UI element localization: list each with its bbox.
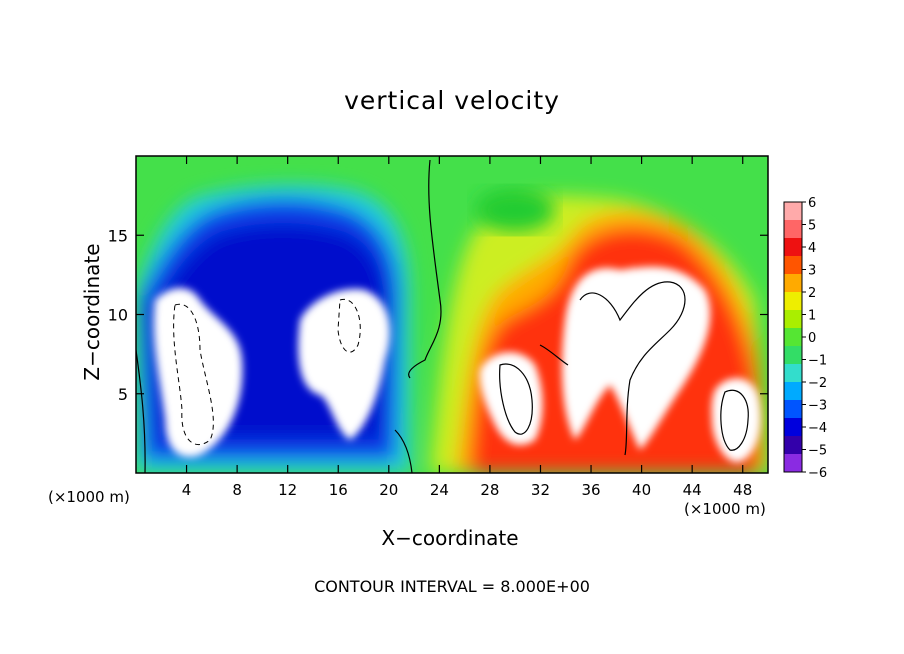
x-tick-label: 12 (278, 481, 297, 499)
colorbar-segment (784, 454, 802, 473)
colorbar-label: 3 (808, 264, 816, 279)
colorbar-segment (784, 418, 802, 437)
colorbar: 6 5 4 3 2 1 0 −1 −2 −3 −4 −5 −6 (783, 196, 827, 481)
x-tick-label: 40 (632, 481, 651, 499)
x-tick-label: 48 (733, 481, 752, 499)
colorbar-label: 4 (808, 241, 816, 256)
y-tick-label: 15 (108, 226, 128, 245)
colorbar-label: −4 (808, 421, 827, 436)
x-tick-label: 44 (683, 481, 702, 499)
colorbar-label: 1 (808, 309, 816, 324)
heatmap-field (136, 156, 768, 473)
colorbar-label: 0 (808, 331, 816, 346)
colorbar-label: 2 (808, 286, 816, 301)
x-axis-ticks: 4 8 12 16 20 24 28 32 36 40 44 48 (182, 156, 752, 499)
colorbar-segment (784, 346, 802, 365)
colorbar-segment (784, 400, 802, 419)
colorbar-segment (784, 238, 802, 257)
colorbar-segment (784, 436, 802, 455)
colorbar-label: −1 (808, 354, 827, 369)
colorbar-segment (784, 274, 802, 293)
x-tick-label: 16 (329, 481, 348, 499)
colorbar-label: 6 (808, 196, 816, 211)
colorbar-label: 5 (808, 219, 816, 234)
x-tick-label: 32 (531, 481, 550, 499)
colorbar-label: −3 (808, 399, 827, 414)
colorbar-segment (784, 256, 802, 275)
x-unit-label-left: (×1000 m) (48, 488, 130, 506)
colorbar-segment (784, 310, 802, 329)
contour-interval-note: CONTOUR INTERVAL = 8.000E+00 (314, 577, 590, 596)
colorbar-segment (784, 382, 802, 401)
x-tick-label: 20 (379, 481, 398, 499)
colorbar-segment (784, 364, 802, 383)
y-axis-label: Z−coordinate (80, 243, 104, 381)
x-unit-label-right: (×1000 m) (684, 500, 766, 518)
x-tick-label: 24 (430, 481, 449, 499)
y-axis-ticks: 5 10 15 (108, 226, 768, 404)
x-tick-label: 36 (581, 481, 600, 499)
colorbar-segment (784, 292, 802, 311)
colorbar-segment (784, 202, 802, 221)
x-tick-label: 8 (232, 481, 242, 499)
colorbar-label: −6 (808, 466, 827, 481)
colorbar-label: −5 (808, 444, 827, 459)
colorbar-segment (784, 220, 802, 239)
colorbar-label: −2 (808, 376, 827, 391)
x-tick-label: 4 (182, 481, 192, 499)
x-axis-label: X−coordinate (381, 526, 519, 550)
chart-title: vertical velocity (344, 86, 560, 115)
y-tick-label: 10 (108, 306, 128, 325)
y-tick-label: 5 (118, 385, 128, 404)
x-tick-label: 28 (480, 481, 499, 499)
colorbar-segment (784, 328, 802, 347)
